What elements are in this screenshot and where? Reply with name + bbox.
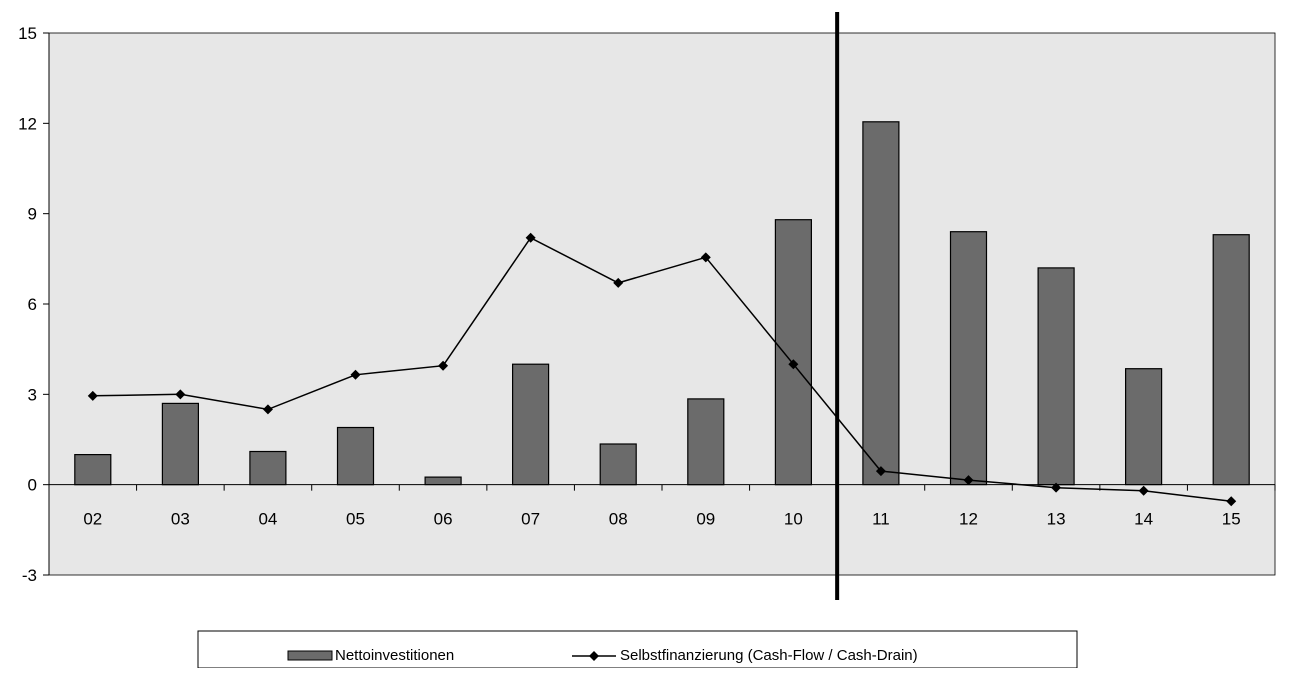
y-tick-label: 6 bbox=[28, 295, 37, 314]
line-point-13 bbox=[1051, 482, 1062, 493]
legend-swatch-bars bbox=[287, 650, 333, 661]
line-selbstfinanzierung bbox=[92, 236, 1232, 502]
y-tick-label: 0 bbox=[28, 476, 37, 495]
bar-15 bbox=[1212, 234, 1250, 486]
x-tick-label: 11 bbox=[872, 510, 890, 529]
bar-04 bbox=[249, 450, 287, 486]
y-tick-label: -3 bbox=[22, 566, 37, 585]
line-point-14 bbox=[1138, 485, 1149, 496]
line-point-07 bbox=[525, 232, 536, 243]
bar-09 bbox=[687, 398, 725, 486]
x-tick-label: 10 bbox=[784, 510, 803, 529]
line-point-10 bbox=[788, 359, 799, 370]
bar-10 bbox=[774, 219, 813, 486]
line-point-09 bbox=[700, 252, 711, 263]
legend-marker-line bbox=[589, 651, 599, 661]
x-tick-label: 02 bbox=[83, 510, 102, 529]
legend-label-bars: Nettoinvestitionen bbox=[335, 647, 454, 664]
x-tick-label: 08 bbox=[609, 510, 628, 529]
bar-08 bbox=[599, 443, 637, 486]
line-point-05 bbox=[350, 369, 361, 380]
line-point-02 bbox=[87, 390, 98, 401]
legend: Nettoinvestitionen Selbstfinanzierung (C… bbox=[197, 630, 1078, 669]
bar-12 bbox=[949, 231, 988, 486]
y-tick-label: 3 bbox=[28, 385, 37, 404]
bar-13 bbox=[1037, 267, 1075, 486]
y-tick-label: 9 bbox=[28, 205, 37, 224]
bar-07 bbox=[511, 363, 550, 486]
y-tick-label: 12 bbox=[18, 114, 37, 133]
plot-area bbox=[48, 32, 1276, 576]
x-tick-label: 06 bbox=[434, 510, 453, 529]
bar-02 bbox=[74, 454, 112, 486]
bar-06 bbox=[424, 476, 462, 486]
line-point-06 bbox=[438, 360, 449, 371]
x-tick-label: 07 bbox=[521, 510, 540, 529]
y-tick-label: 15 bbox=[18, 24, 37, 43]
line-point-04 bbox=[262, 404, 273, 415]
line-point-15 bbox=[1226, 496, 1237, 507]
x-tick-label: 09 bbox=[696, 510, 715, 529]
bars-layer bbox=[74, 121, 1250, 486]
bar-14 bbox=[1124, 368, 1163, 486]
bar-03 bbox=[161, 402, 199, 486]
line-layer bbox=[87, 12, 1237, 600]
x-tick-label: 03 bbox=[171, 510, 190, 529]
x-tick-label: 12 bbox=[959, 510, 978, 529]
x-tick-label: 15 bbox=[1222, 510, 1241, 529]
line-point-08 bbox=[613, 277, 624, 288]
x-tick-label: 13 bbox=[1047, 510, 1066, 529]
legend-label-line: Selbstfinanzierung (Cash-Flow / Cash-Dra… bbox=[620, 647, 918, 664]
line-point-11 bbox=[875, 466, 886, 477]
x-tick-label: 14 bbox=[1134, 510, 1153, 529]
x-tick-label: 05 bbox=[346, 510, 365, 529]
x-tick-label: 04 bbox=[258, 510, 277, 529]
line-point-12 bbox=[963, 475, 974, 486]
bar-05 bbox=[336, 426, 375, 486]
bar-11 bbox=[862, 121, 900, 486]
line-point-03 bbox=[175, 389, 186, 400]
